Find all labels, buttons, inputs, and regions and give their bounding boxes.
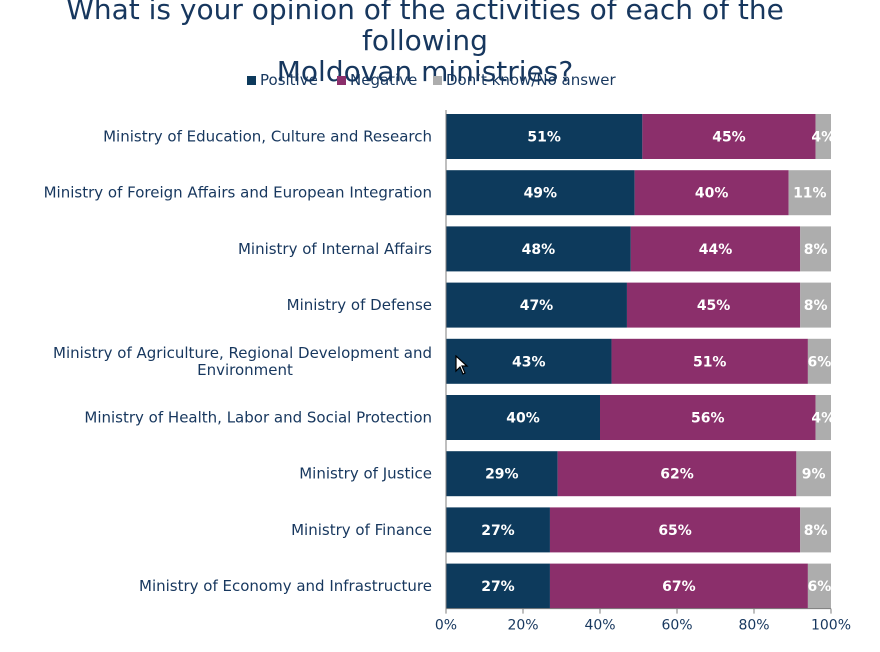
bar-positive-1 bbox=[446, 114, 643, 159]
x-tick-label-2: 20% bbox=[507, 618, 538, 634]
bar-value-label-positive-5: 43% bbox=[512, 354, 546, 370]
bar-value-label-negative-6: 56% bbox=[691, 411, 725, 427]
bar-positive-4 bbox=[446, 282, 627, 328]
bar-positive-9 bbox=[446, 563, 550, 609]
bar-negative-8 bbox=[549, 507, 801, 553]
x-tick-label-6: 100% bbox=[811, 618, 851, 634]
bar-value-label-don-t-know-no-answer-1: 4% bbox=[811, 130, 835, 146]
category-label-1: Ministry of Education, Culture and Resea… bbox=[103, 128, 432, 146]
chart-title: What is your opinion of the activities o… bbox=[0, 0, 850, 87]
category-label-5-line-2: Environment bbox=[197, 361, 293, 379]
bar-don-t-know-no-answer-4 bbox=[800, 282, 831, 328]
category-label-5-line-1: Ministry of Agriculture, Regional Develo… bbox=[53, 344, 432, 362]
bar-value-label-negative-9: 67% bbox=[662, 579, 696, 595]
x-tick-label-5: 80% bbox=[738, 618, 769, 634]
bar-value-label-don-t-know-no-answer-3: 8% bbox=[804, 242, 828, 258]
bar-value-label-positive-6: 40% bbox=[506, 411, 540, 427]
bar-positive-6 bbox=[446, 395, 600, 440]
legend-label-negative: Negative bbox=[350, 71, 418, 89]
bar-don-t-know-no-answer-6 bbox=[815, 395, 831, 440]
category-label-9: Ministry of Economy and Infrastructure bbox=[139, 577, 432, 595]
mouse-cursor-icon bbox=[455, 355, 469, 375]
category-label-2: Ministry of Foreign Affairs and European… bbox=[44, 184, 432, 202]
category-label-3: Ministry of Internal Affairs bbox=[238, 240, 432, 258]
bar-value-label-don-t-know-no-answer-8: 8% bbox=[804, 523, 828, 539]
legend-item-dont-know: Don’t know/No answer bbox=[433, 70, 616, 90]
x-tick-label-3: 40% bbox=[584, 618, 615, 634]
bar-don-t-know-no-answer-9 bbox=[807, 563, 831, 609]
bar-negative-6 bbox=[600, 395, 816, 440]
bar-negative-1 bbox=[642, 114, 816, 159]
bar-value-label-negative-5: 51% bbox=[693, 354, 727, 370]
bar-value-label-positive-3: 48% bbox=[522, 242, 556, 258]
bar-positive-2 bbox=[446, 170, 635, 216]
bar-don-t-know-no-answer-7 bbox=[796, 451, 831, 497]
category-label-6: Ministry of Health, Labor and Social Pro… bbox=[84, 409, 432, 427]
legend-swatch-negative bbox=[337, 76, 346, 85]
bar-don-t-know-no-answer-1 bbox=[815, 114, 831, 159]
category-label-4: Ministry of Defense bbox=[287, 296, 432, 314]
bar-value-label-negative-1: 45% bbox=[712, 130, 746, 146]
bar-value-label-positive-4: 47% bbox=[520, 298, 554, 314]
x-tick-label-4: 60% bbox=[661, 618, 692, 634]
legend-label-dont-know: Don’t know/No answer bbox=[446, 71, 616, 89]
bar-value-label-positive-1: 51% bbox=[527, 130, 561, 146]
bar-value-label-don-t-know-no-answer-2: 11% bbox=[793, 186, 827, 202]
bar-negative-5 bbox=[611, 338, 808, 384]
legend-label-positive: Positive bbox=[260, 71, 318, 89]
bar-value-label-negative-7: 62% bbox=[660, 467, 694, 483]
legend-swatch-dont-know bbox=[433, 76, 442, 85]
bar-positive-7 bbox=[446, 451, 558, 497]
bar-value-label-don-t-know-no-answer-9: 6% bbox=[808, 579, 832, 595]
bar-value-label-don-t-know-no-answer-4: 8% bbox=[804, 298, 828, 314]
bar-value-label-negative-8: 65% bbox=[658, 523, 692, 539]
chart-legend: Positive Negative Don’t know/No answer bbox=[0, 70, 880, 90]
bar-value-label-negative-4: 45% bbox=[697, 298, 731, 314]
bar-negative-3 bbox=[630, 226, 801, 272]
bar-don-t-know-no-answer-2 bbox=[788, 170, 831, 216]
bar-positive-8 bbox=[446, 507, 550, 553]
bar-positive-3 bbox=[446, 226, 631, 272]
bar-negative-7 bbox=[557, 451, 797, 497]
legend-swatch-positive bbox=[247, 76, 256, 85]
chart-title-line-2: Moldovan ministries? bbox=[276, 55, 574, 88]
bar-negative-4 bbox=[626, 282, 801, 328]
category-label-7: Ministry of Justice bbox=[299, 465, 432, 483]
bar-value-label-positive-2: 49% bbox=[524, 186, 558, 202]
chart-title-line-1: What is your opinion of the activities o… bbox=[66, 0, 784, 57]
bar-value-label-don-t-know-no-answer-6: 4% bbox=[811, 411, 835, 427]
bar-negative-9 bbox=[549, 563, 808, 609]
bar-value-label-negative-2: 40% bbox=[695, 186, 729, 202]
bar-value-label-don-t-know-no-answer-7: 9% bbox=[802, 467, 826, 483]
bar-value-label-positive-8: 27% bbox=[481, 523, 515, 539]
bar-don-t-know-no-answer-3 bbox=[800, 226, 831, 272]
x-tick-label-1: 0% bbox=[435, 618, 457, 634]
category-label-8: Ministry of Finance bbox=[291, 521, 432, 539]
bar-value-label-don-t-know-no-answer-5: 6% bbox=[808, 354, 832, 370]
bar-don-t-know-no-answer-8 bbox=[800, 507, 831, 553]
bar-value-label-negative-3: 44% bbox=[699, 242, 733, 258]
bar-positive-5 bbox=[446, 338, 612, 384]
legend-item-positive: Positive bbox=[247, 70, 318, 90]
bar-value-label-positive-7: 29% bbox=[485, 467, 519, 483]
legend-item-negative: Negative bbox=[337, 70, 417, 90]
bar-negative-2 bbox=[634, 170, 789, 216]
bar-value-label-positive-9: 27% bbox=[481, 579, 515, 595]
bar-don-t-know-no-answer-5 bbox=[807, 338, 831, 384]
